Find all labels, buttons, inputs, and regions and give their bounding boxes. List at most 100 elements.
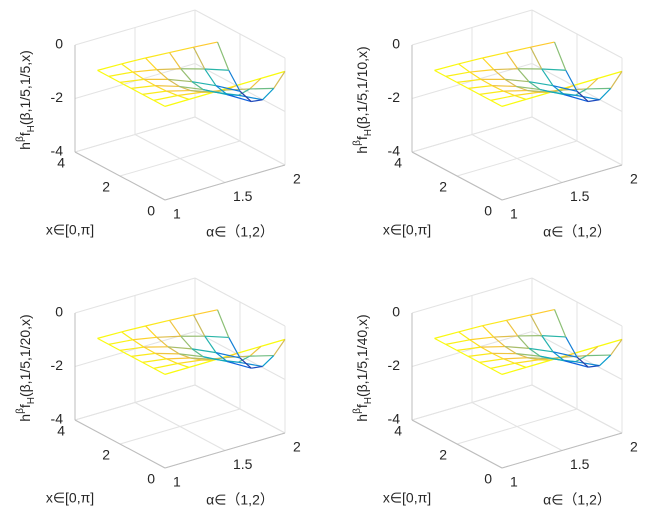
z-tick-label: 0 xyxy=(392,304,400,320)
mesh-edge xyxy=(491,352,504,360)
grid-line xyxy=(411,277,533,314)
mesh-edge xyxy=(153,99,166,107)
z-label-part: h xyxy=(17,142,33,150)
mesh-edge xyxy=(108,339,133,345)
mesh-edge xyxy=(249,87,274,90)
mesh-edge xyxy=(156,68,181,71)
grid-line xyxy=(531,9,623,59)
z-label-part: (β,1/5,1/40,x) xyxy=(354,314,370,397)
mesh-edge xyxy=(131,85,156,89)
z-label-part: h xyxy=(17,414,33,422)
mesh-edge xyxy=(493,336,506,347)
axis-line xyxy=(74,419,166,469)
z-label-part: H xyxy=(26,397,37,404)
mesh-edge xyxy=(553,309,567,338)
mesh-edge xyxy=(525,91,551,100)
mesh-edge xyxy=(576,90,589,102)
mesh-edge xyxy=(501,366,527,375)
y-axis-label: x∈[0,π] xyxy=(383,490,431,506)
subplot: -4 -2 0 0 2 4 1 1.5 2 x∈[0,π] α∈（1,2） hβfH(β,1/5,1/… xyxy=(15,277,301,508)
mesh-edge xyxy=(97,69,110,77)
mesh-edge xyxy=(119,81,132,89)
mesh-edge xyxy=(216,41,230,71)
mesh-edge xyxy=(236,345,262,354)
mesh-edge xyxy=(504,346,517,355)
mesh-edge xyxy=(121,325,146,333)
y-tick-label: 2 xyxy=(102,447,110,463)
z-label-part: f xyxy=(354,136,370,140)
x-axis-label: α∈（1,2） xyxy=(206,492,274,508)
mesh-edge xyxy=(469,69,494,73)
mesh-edge xyxy=(541,68,554,87)
mesh-edge xyxy=(490,94,515,101)
mesh-edge xyxy=(227,94,252,103)
mesh-edge xyxy=(540,355,565,362)
mesh-edge xyxy=(445,343,458,351)
mesh-edge xyxy=(468,85,493,89)
mesh-edge xyxy=(479,358,504,363)
mesh-edge xyxy=(204,68,229,71)
z-label-part: β xyxy=(15,136,26,142)
grid-line xyxy=(411,116,533,153)
z-label-part: f xyxy=(17,132,33,136)
mesh-edge xyxy=(504,78,517,87)
x-tick-label: 1.5 xyxy=(570,188,590,204)
mesh-edge xyxy=(490,367,503,375)
x-tick-label: 1.5 xyxy=(233,456,253,472)
x-tick-label: 1.5 xyxy=(233,188,253,204)
mesh-edge xyxy=(238,88,251,96)
x-tick-label: 2 xyxy=(630,439,638,455)
y-tick-label: 2 xyxy=(439,179,447,195)
mesh-edge xyxy=(479,361,492,369)
mesh-edge xyxy=(121,57,146,65)
mesh-edge xyxy=(167,346,193,350)
mesh-edge xyxy=(575,94,600,101)
mesh-edge xyxy=(576,356,589,368)
mesh-edge xyxy=(142,93,155,101)
x-axis-label: α∈（1,2） xyxy=(206,224,274,240)
mesh-edge xyxy=(130,87,143,95)
grid-line xyxy=(194,277,286,327)
mesh-edge xyxy=(132,69,157,73)
mesh-edge xyxy=(492,85,517,88)
mesh-edge xyxy=(156,335,181,338)
mesh-edge xyxy=(588,99,600,103)
mesh-edge xyxy=(529,46,543,70)
mesh-edge xyxy=(251,365,263,369)
mesh-edge xyxy=(597,70,623,79)
mesh-edge xyxy=(145,51,170,59)
mesh-edge xyxy=(191,348,217,354)
mesh-edge xyxy=(132,336,157,341)
mesh-edge xyxy=(445,339,470,345)
z-label-part: (β,1/5,1/20,x) xyxy=(17,314,33,397)
mesh-edge xyxy=(238,361,263,368)
mesh-edge xyxy=(434,331,459,339)
y-tick-label: 0 xyxy=(484,203,492,219)
z-label-part: (β,1/5,1/5,x) xyxy=(17,50,33,125)
x-tick-label: 1.5 xyxy=(570,456,590,472)
mesh-edge xyxy=(249,345,262,357)
mesh-edge xyxy=(215,85,228,96)
mesh-edge xyxy=(456,78,482,83)
mesh-edge xyxy=(458,63,471,73)
mesh-edge xyxy=(169,46,194,54)
mesh-edge xyxy=(565,336,578,358)
z-label-part: f xyxy=(354,404,370,408)
mesh-edge xyxy=(552,351,565,362)
mesh-edge xyxy=(166,90,178,97)
mesh-edge xyxy=(108,71,133,77)
mesh-edge xyxy=(493,335,518,338)
mesh-edge xyxy=(215,352,228,363)
mesh-edge xyxy=(562,88,587,91)
mesh-edge xyxy=(121,331,134,341)
grid-line xyxy=(119,140,241,177)
mesh-edge xyxy=(177,91,202,97)
mesh-edge xyxy=(238,355,251,363)
axis-line xyxy=(501,432,623,469)
mesh-edge xyxy=(164,98,190,107)
mesh-edge xyxy=(153,362,178,369)
mesh-edge xyxy=(215,352,241,359)
mesh-edge xyxy=(503,90,515,97)
mesh-edge xyxy=(203,356,228,363)
